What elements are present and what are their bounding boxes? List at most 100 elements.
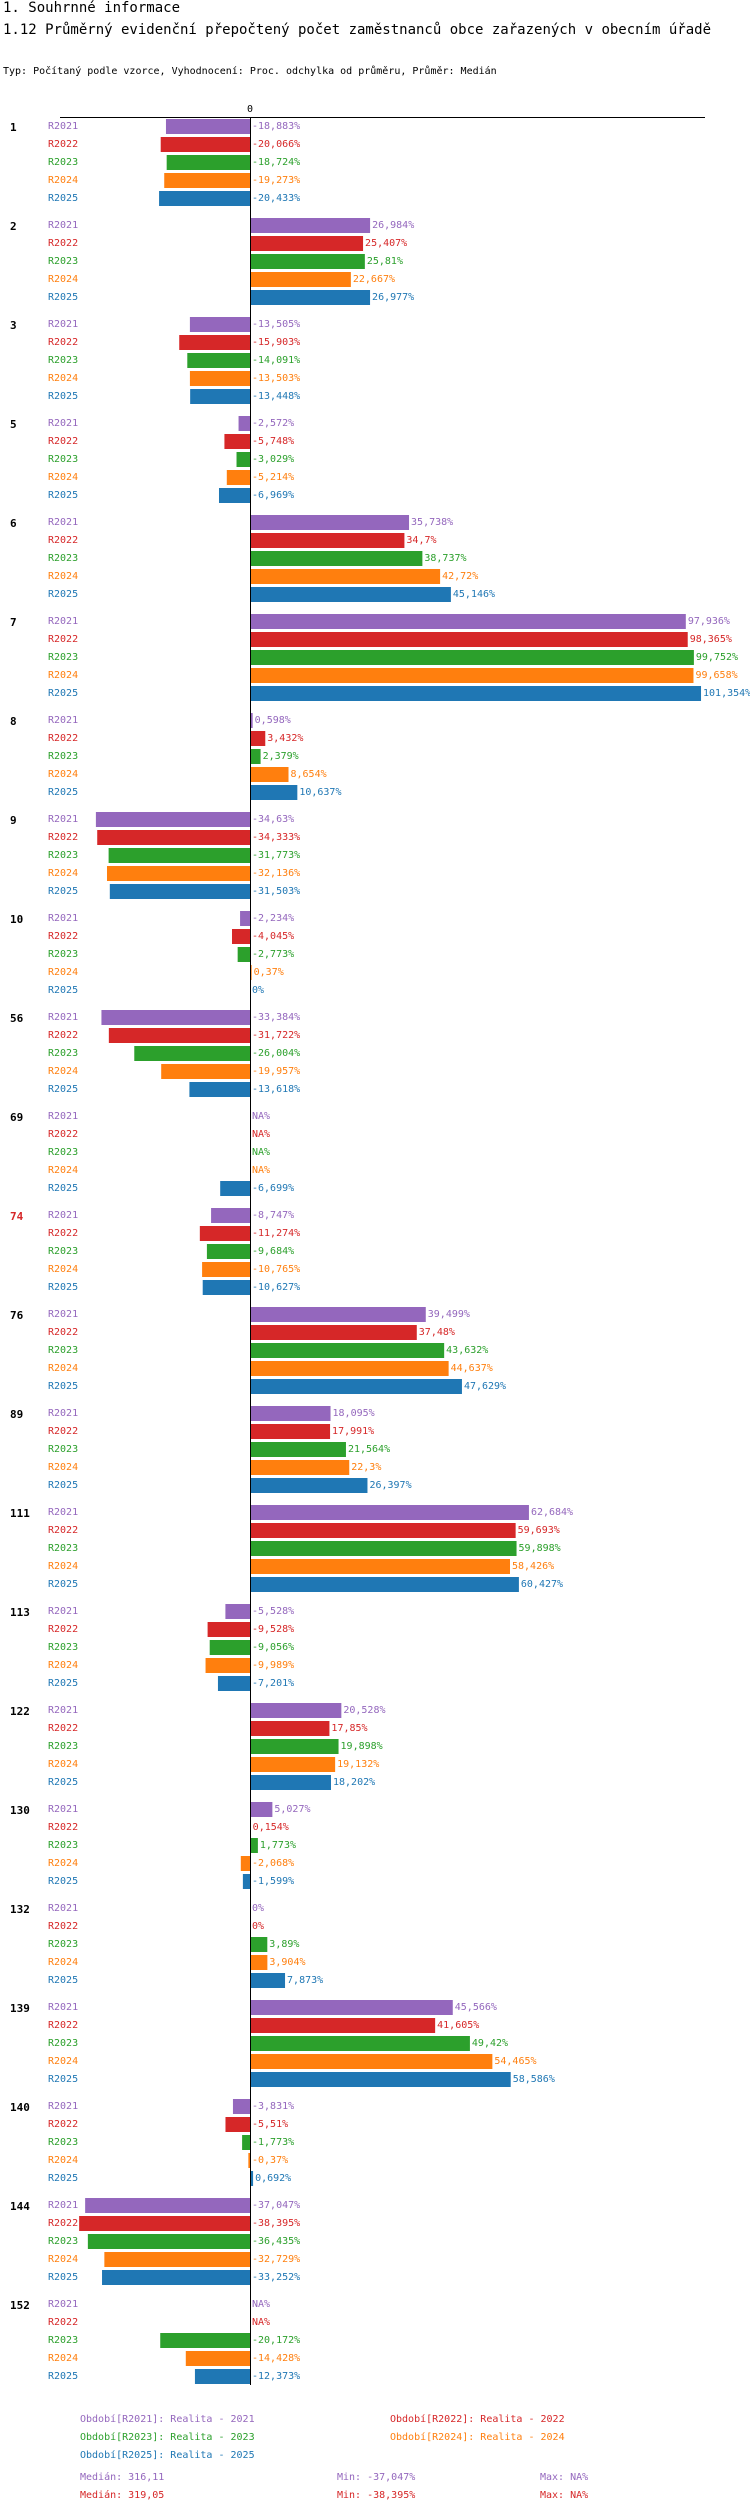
bar-113-r2023	[209, 1640, 250, 1655]
series-label-69-r2021: R2021	[48, 1111, 78, 1122]
value-label-130-r2022: 0,154%	[253, 1822, 289, 1833]
value-label-113-r2024: -9,989%	[252, 1660, 294, 1671]
legend-period-r2024: Období[R2024]: Realita - 2024	[390, 2432, 565, 2443]
value-label-9-r2023: -31,773%	[252, 850, 300, 861]
bar-132-r2023	[250, 1937, 268, 1952]
bar-89-r2022	[250, 1424, 331, 1439]
series-label-76-r2024: R2024	[48, 1363, 78, 1374]
stat-median-r2022: Medián: 319,05	[80, 2490, 165, 2501]
value-label-140-r2021: -3,831%	[252, 2101, 294, 2112]
series-label-111-r2023: R2023	[48, 1543, 78, 1554]
series-label-6-r2025: R2025	[48, 589, 78, 600]
value-label-3-r2024: -13,503%	[252, 373, 300, 384]
series-label-56-r2025: R2025	[48, 1084, 78, 1095]
series-label-2-r2023: R2023	[48, 256, 78, 267]
bar-111-r2023	[250, 1541, 517, 1556]
series-label-89-r2022: R2022	[48, 1426, 78, 1437]
value-label-69-r2022: NA%	[252, 1129, 270, 1140]
bar-140-r2021	[232, 2099, 250, 2114]
group-label-8: 8	[10, 715, 17, 728]
series-label-5-r2024: R2024	[48, 472, 78, 483]
bar-74-r2025	[202, 1280, 250, 1295]
series-label-8-r2024: R2024	[48, 769, 78, 780]
series-label-144-r2022: R2022	[48, 2218, 78, 2229]
value-label-139-r2025: 58,586%	[513, 2074, 555, 2085]
value-label-111-r2021: 62,684%	[531, 1507, 573, 1518]
value-label-113-r2025: -7,201%	[252, 1678, 294, 1689]
series-label-113-r2022: R2022	[48, 1624, 78, 1635]
value-label-1-r2022: -20,066%	[252, 139, 300, 150]
value-label-5-r2021: -2,572%	[252, 418, 294, 429]
series-label-130-r2024: R2024	[48, 1858, 78, 1869]
value-label-111-r2022: 59,693%	[518, 1525, 560, 1536]
value-label-10-r2023: -2,773%	[252, 949, 294, 960]
value-label-74-r2023: -9,684%	[252, 1246, 294, 1257]
value-label-113-r2021: -5,528%	[252, 1606, 294, 1617]
series-label-152-r2025: R2025	[48, 2371, 78, 2382]
series-label-122-r2021: R2021	[48, 1705, 78, 1716]
series-label-10-r2025: R2025	[48, 985, 78, 996]
value-label-132-r2024: 3,904%	[269, 1957, 305, 1968]
group-label-130: 130	[10, 1804, 30, 1817]
series-label-5-r2022: R2022	[48, 436, 78, 447]
series-label-152-r2022: R2022	[48, 2317, 78, 2328]
value-label-140-r2023: -1,773%	[252, 2137, 294, 2148]
value-label-74-r2021: -8,747%	[252, 1210, 294, 1221]
bar-3-r2024	[189, 371, 250, 386]
series-label-111-r2021: R2021	[48, 1507, 78, 1518]
bar-139-r2023	[250, 2036, 470, 2051]
series-label-111-r2024: R2024	[48, 1561, 78, 1572]
value-label-111-r2023: 59,898%	[519, 1543, 561, 1554]
value-label-130-r2021: 5,027%	[274, 1804, 310, 1815]
value-label-122-r2021: 20,528%	[343, 1705, 385, 1716]
series-label-9-r2021: R2021	[48, 814, 78, 825]
series-label-5-r2023: R2023	[48, 454, 78, 465]
group-label-152: 152	[10, 2299, 30, 2312]
series-label-111-r2025: R2025	[48, 1579, 78, 1590]
series-label-3-r2021: R2021	[48, 319, 78, 330]
value-label-7-r2021: 97,936%	[688, 616, 730, 627]
group-label-139: 139	[10, 2002, 30, 2015]
series-label-139-r2025: R2025	[48, 2074, 78, 2085]
value-label-5-r2025: -6,969%	[252, 490, 294, 501]
bar-122-r2024	[250, 1757, 336, 1772]
value-label-74-r2022: -11,274%	[252, 1228, 300, 1239]
bar-10-r2022	[231, 929, 250, 944]
series-label-7-r2024: R2024	[48, 670, 78, 681]
legend-period-r2021: Období[R2021]: Realita - 2021	[80, 2414, 255, 2425]
bar-113-r2025	[217, 1676, 250, 1691]
series-label-1-r2023: R2023	[48, 157, 78, 168]
series-label-8-r2023: R2023	[48, 751, 78, 762]
legend-period-r2022: Období[R2022]: Realita - 2022	[390, 2414, 565, 2425]
value-label-9-r2024: -32,136%	[252, 868, 300, 879]
bar-5-r2021	[238, 416, 250, 431]
bar-152-r2024	[185, 2351, 250, 2366]
series-label-132-r2024: R2024	[48, 1957, 78, 1968]
series-label-6-r2022: R2022	[48, 535, 78, 546]
series-label-122-r2025: R2025	[48, 1777, 78, 1788]
bar-1-r2022	[160, 137, 250, 152]
bar-139-r2021	[250, 2000, 453, 2015]
value-label-152-r2022: NA%	[252, 2317, 270, 2328]
series-label-2-r2025: R2025	[48, 292, 78, 303]
value-label-140-r2024: -0,37%	[252, 2155, 288, 2166]
group-label-69: 69	[10, 1111, 23, 1124]
series-label-5-r2025: R2025	[48, 490, 78, 501]
series-label-140-r2024: R2024	[48, 2155, 78, 2166]
bar-76-r2022	[250, 1325, 417, 1340]
group-label-132: 132	[10, 1903, 30, 1916]
bar-122-r2025	[250, 1775, 331, 1790]
series-label-10-r2021: R2021	[48, 913, 78, 924]
bar-10-r2021	[240, 911, 250, 926]
series-label-9-r2025: R2025	[48, 886, 78, 897]
bar-113-r2022	[207, 1622, 250, 1637]
bar-56-r2023	[134, 1046, 250, 1061]
stat-min-r2021: Min: -37,047%	[337, 2472, 416, 2483]
value-label-130-r2023: 1,773%	[260, 1840, 296, 1851]
value-label-144-r2025: -33,252%	[252, 2272, 300, 2283]
series-label-3-r2024: R2024	[48, 373, 78, 384]
series-label-113-r2025: R2025	[48, 1678, 78, 1689]
group-label-9: 9	[10, 814, 17, 827]
section-heading: 1. Souhrnné informace	[3, 0, 181, 16]
bar-1-r2021	[165, 119, 250, 134]
